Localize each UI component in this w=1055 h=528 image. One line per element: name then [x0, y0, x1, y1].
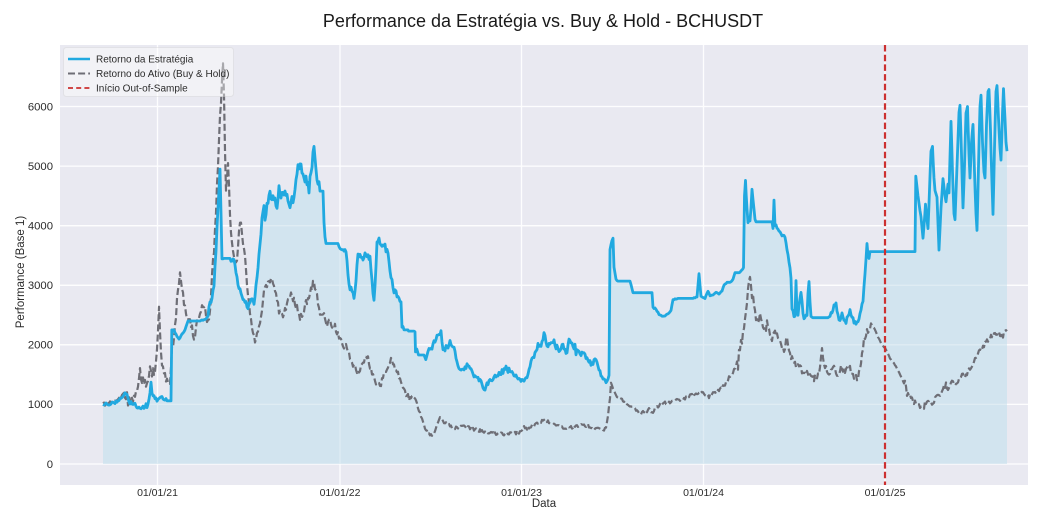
svg-text:3000: 3000	[28, 280, 53, 292]
svg-text:6000: 6000	[28, 101, 53, 113]
svg-text:Retorno da Estratégia: Retorno da Estratégia	[96, 55, 194, 66]
svg-text:Performance (Base 1): Performance (Base 1)	[15, 216, 27, 329]
svg-text:01/01/25: 01/01/25	[865, 487, 906, 499]
svg-text:0: 0	[47, 459, 53, 471]
svg-text:01/01/24: 01/01/24	[683, 487, 724, 499]
svg-text:Performance da Estratégia vs.: Performance da Estratégia vs. Buy & Hold…	[323, 11, 763, 31]
svg-text:Data: Data	[532, 498, 557, 510]
svg-text:01/01/23: 01/01/23	[501, 487, 542, 499]
svg-text:2000: 2000	[28, 340, 53, 352]
svg-text:01/01/22: 01/01/22	[320, 487, 361, 499]
svg-text:01/01/21: 01/01/21	[137, 487, 178, 499]
svg-text:4000: 4000	[28, 221, 53, 233]
svg-text:Início Out-of-Sample: Início Out-of-Sample	[96, 84, 188, 95]
svg-text:1000: 1000	[28, 399, 53, 411]
svg-text:Retorno do Ativo (Buy & Hold): Retorno do Ativo (Buy & Hold)	[96, 69, 229, 80]
svg-text:5000: 5000	[28, 161, 53, 173]
